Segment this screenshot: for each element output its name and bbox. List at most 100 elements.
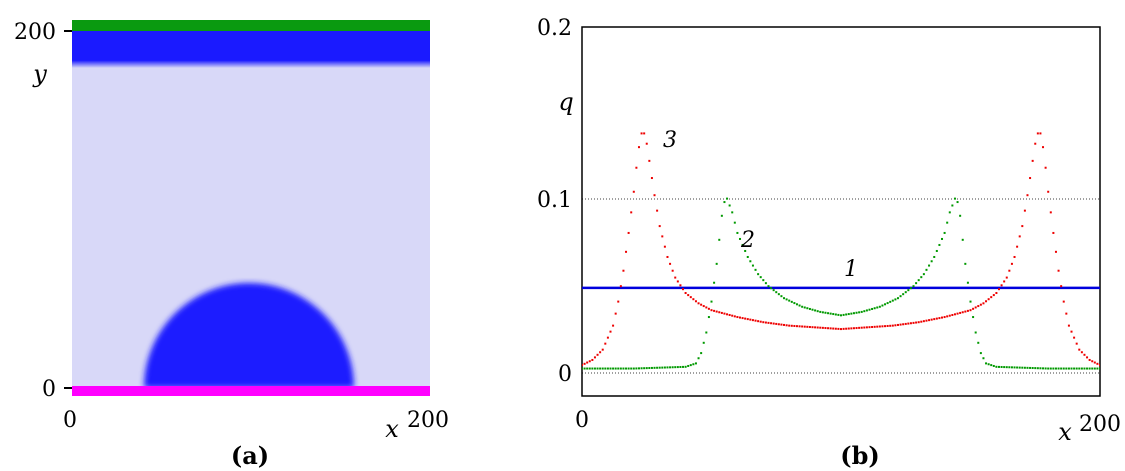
series-2-point — [720, 214, 723, 217]
series-2-point — [679, 365, 682, 368]
series-2-point — [909, 287, 912, 290]
series-3-point — [1039, 132, 1042, 135]
series-2-point — [1016, 366, 1019, 369]
series-3-point — [943, 316, 946, 319]
series-2-point — [738, 237, 741, 240]
y-tick-label-0.1: 0.1 — [537, 188, 572, 213]
series-3-point — [1010, 262, 1013, 265]
series-3-point — [759, 320, 762, 323]
series-2-point — [1073, 367, 1076, 370]
series-3-point — [710, 309, 713, 312]
series-2-point — [1088, 367, 1091, 370]
series-3-point — [941, 316, 944, 319]
series-3-point — [723, 312, 726, 315]
series-2-point — [741, 243, 744, 246]
series-3-point — [793, 324, 796, 327]
series-3-point — [705, 306, 708, 309]
series-2-point — [868, 308, 871, 311]
series-2-point — [749, 260, 752, 263]
series-2-point — [1023, 366, 1026, 369]
series-3-point — [1088, 358, 1091, 361]
series-2-point — [609, 367, 612, 370]
series-3-point — [1080, 351, 1083, 354]
series-3-point — [746, 318, 749, 321]
series-2-point — [1080, 367, 1083, 370]
series-2-point — [1096, 367, 1099, 370]
series-2-point — [959, 214, 962, 217]
panel-b: 0.2 0.1 0 q 0 x 200 1 2 3 (b) — [537, 16, 1121, 470]
series-2-point — [1042, 367, 1045, 370]
series-3-point — [1078, 348, 1081, 351]
series-3-point — [1096, 362, 1099, 365]
series-3-point — [1086, 356, 1089, 359]
series-3-point — [622, 269, 625, 272]
series-2-point — [1029, 366, 1032, 369]
series-2-point — [661, 366, 664, 369]
series-2-point — [946, 221, 949, 224]
series-3-point — [889, 324, 892, 327]
series-3-point — [697, 302, 700, 305]
series-2-point — [645, 367, 648, 370]
series-2-point — [902, 293, 905, 296]
caption-a: (a) — [231, 441, 269, 470]
series-2-point — [640, 367, 643, 370]
series-3-point — [860, 326, 863, 329]
series-2-point — [684, 365, 687, 368]
series-3-point — [816, 326, 819, 329]
series-2-point — [1034, 367, 1037, 370]
series-2-point — [697, 357, 700, 360]
density-field — [72, 20, 430, 396]
series-2-point — [956, 201, 959, 204]
series-2-point — [736, 231, 739, 234]
series-2-point — [650, 366, 653, 369]
series-2-point — [974, 331, 977, 334]
series-3-point — [938, 317, 941, 320]
series-2-point — [884, 303, 887, 306]
series-2-point — [663, 366, 666, 369]
series-3-point — [1036, 132, 1039, 135]
droplet — [144, 283, 354, 388]
top-wall — [72, 20, 430, 31]
series-2-point — [780, 295, 783, 298]
series-2-point — [951, 204, 954, 207]
caption-b: (b) — [840, 441, 880, 470]
series-3-point — [868, 326, 871, 329]
series-2-point — [806, 307, 809, 310]
series-2-point — [824, 311, 827, 314]
x-tick-label-0: 0 — [63, 408, 77, 433]
series-3-point — [904, 322, 907, 325]
series-2-point — [992, 364, 995, 367]
series-3-point — [661, 235, 664, 238]
series-3-point — [925, 319, 928, 322]
series-2-point — [653, 366, 656, 369]
series-2-point — [1044, 367, 1047, 370]
series-3-point — [663, 245, 666, 248]
series-3-point — [666, 255, 669, 258]
series-3-point — [687, 294, 690, 297]
series-2-point — [1008, 366, 1011, 369]
series-2-point — [583, 367, 586, 370]
series-2-point — [591, 367, 594, 370]
series-2-point — [726, 197, 729, 200]
series-2-point — [840, 314, 842, 317]
series-2-point — [713, 281, 716, 284]
series-2-point — [896, 297, 899, 300]
series-3-point — [1029, 177, 1032, 180]
series-2-point — [671, 366, 674, 369]
series-2-point — [1054, 367, 1057, 370]
series-2-point — [1047, 367, 1050, 370]
series-2-point — [987, 363, 990, 366]
series-2-point — [754, 268, 757, 271]
series-2-point — [635, 367, 638, 370]
series-2-point — [694, 362, 697, 365]
series-2-point — [669, 366, 672, 369]
series-3-point — [842, 327, 845, 330]
series-3-point — [614, 312, 617, 315]
series-2-point — [643, 367, 646, 370]
series-3-point — [625, 250, 628, 253]
series-2-point — [801, 305, 804, 308]
series-2-point — [1021, 366, 1024, 369]
series-3-point — [596, 353, 599, 356]
series-2-point — [759, 276, 762, 279]
